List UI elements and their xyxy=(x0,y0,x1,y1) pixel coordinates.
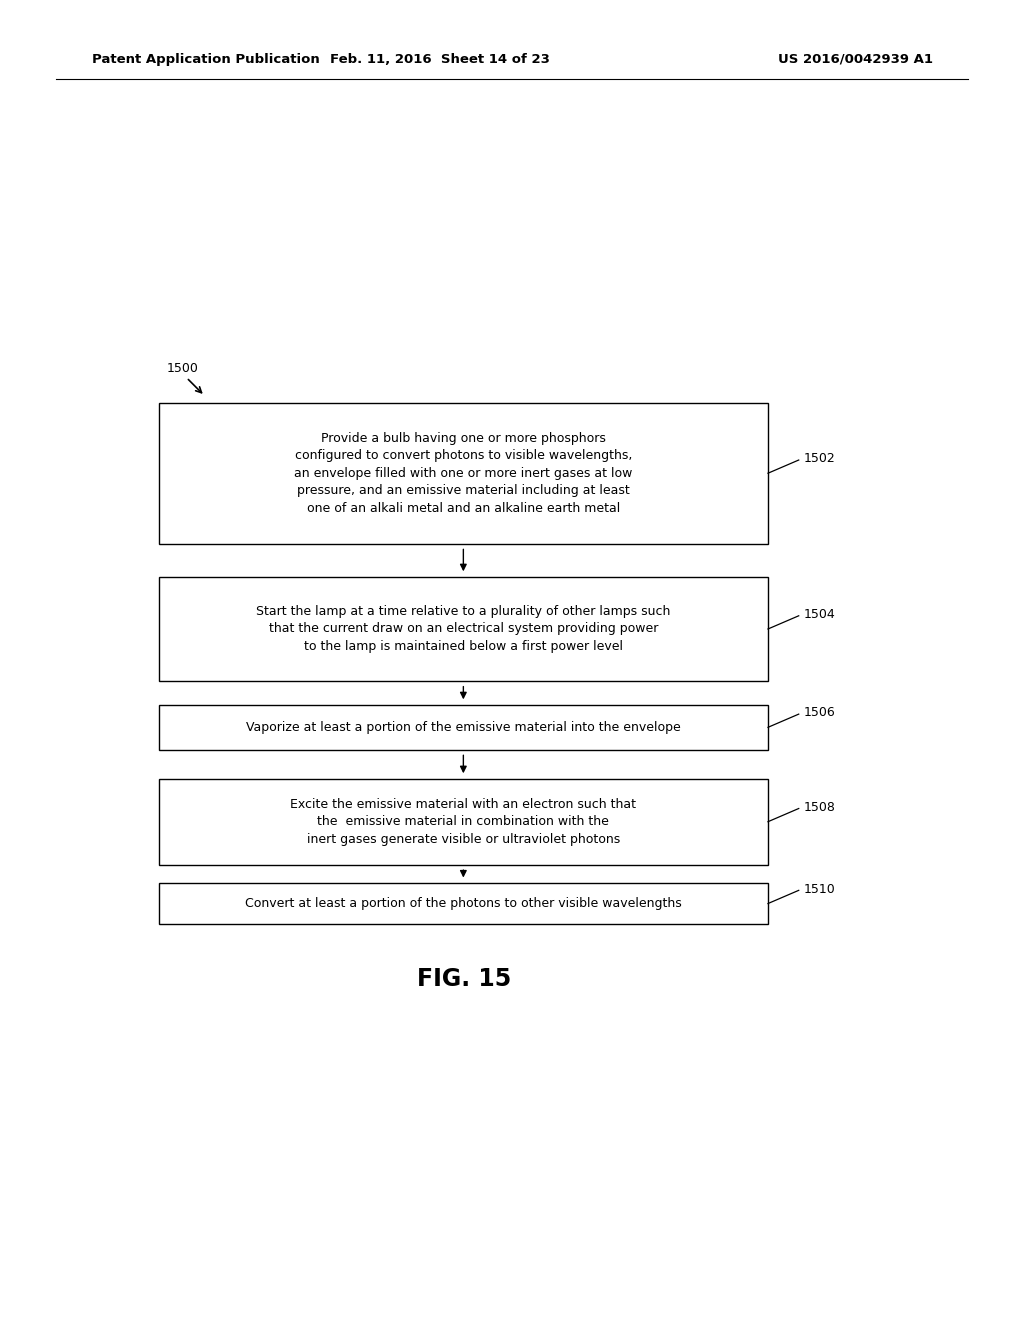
Text: 1506: 1506 xyxy=(804,706,836,719)
Text: Feb. 11, 2016  Sheet 14 of 23: Feb. 11, 2016 Sheet 14 of 23 xyxy=(331,53,550,66)
Bar xyxy=(159,883,768,924)
Text: 1510: 1510 xyxy=(804,883,836,895)
Text: Patent Application Publication: Patent Application Publication xyxy=(92,53,319,66)
Text: Vaporize at least a portion of the emissive material into the envelope: Vaporize at least a portion of the emiss… xyxy=(246,721,681,734)
Text: 1508: 1508 xyxy=(804,801,836,813)
Bar xyxy=(159,779,768,865)
Text: Excite the emissive material with an electron such that
the  emissive material i: Excite the emissive material with an ele… xyxy=(291,797,636,846)
Text: Convert at least a portion of the photons to other visible wavelengths: Convert at least a portion of the photon… xyxy=(245,898,682,909)
Text: Start the lamp at a time relative to a plurality of other lamps such
that the cu: Start the lamp at a time relative to a p… xyxy=(256,605,671,653)
Text: Provide a bulb having one or more phosphors
configured to convert photons to vis: Provide a bulb having one or more phosph… xyxy=(294,432,633,515)
Bar xyxy=(159,577,768,681)
Bar xyxy=(159,705,768,750)
Text: 1502: 1502 xyxy=(804,453,836,465)
Bar xyxy=(159,403,768,544)
Text: US 2016/0042939 A1: US 2016/0042939 A1 xyxy=(778,53,933,66)
Text: 1500: 1500 xyxy=(167,362,199,375)
Text: FIG. 15: FIG. 15 xyxy=(417,968,511,991)
Text: 1504: 1504 xyxy=(804,609,836,620)
